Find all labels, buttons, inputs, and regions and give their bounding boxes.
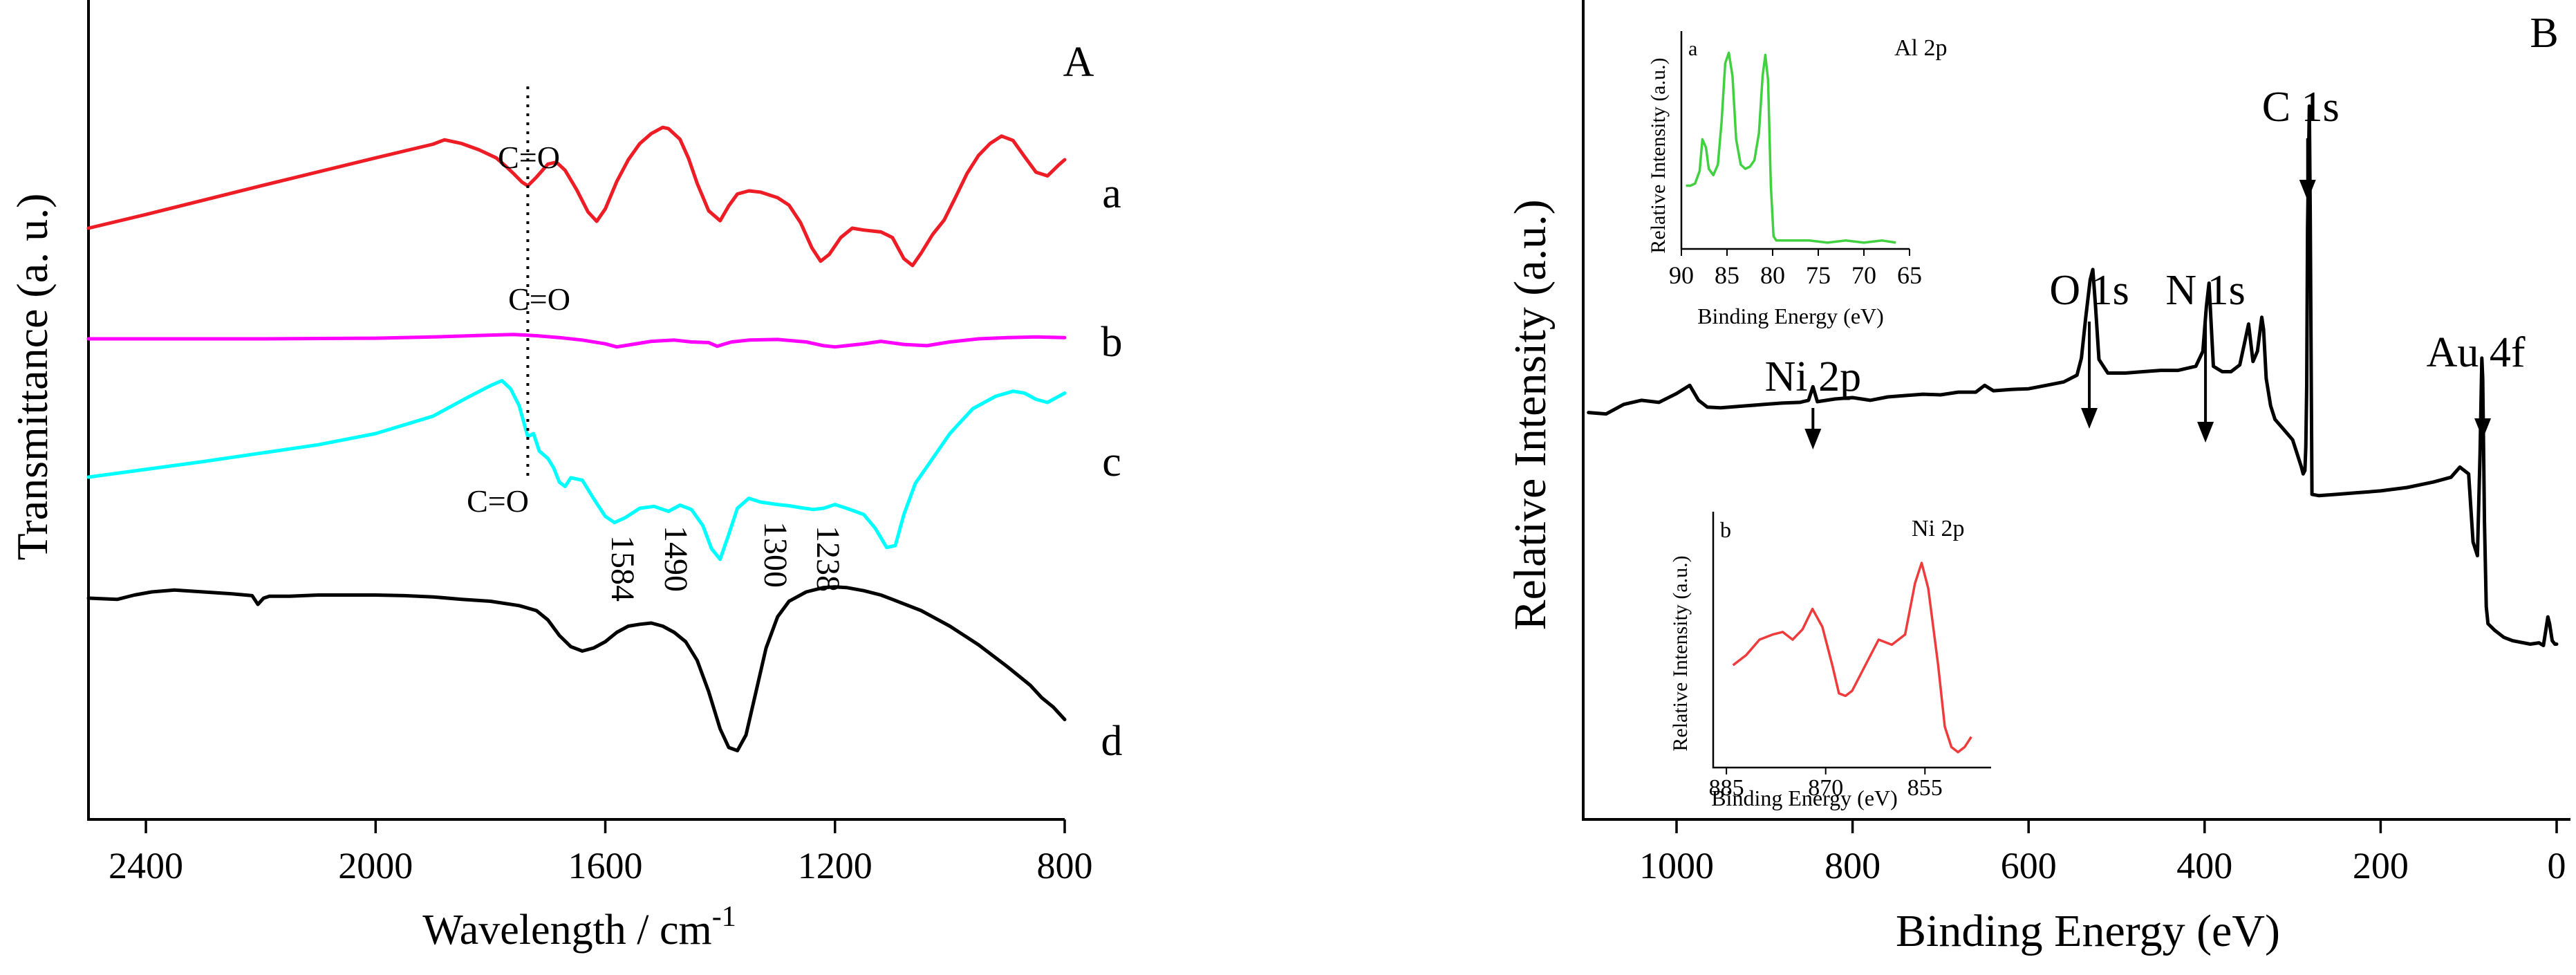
- inset-ni-2p: 885 870 855 b Ni 2p Binding Energy (eV) Re…: [1669, 512, 1991, 810]
- series-label-d: d: [1101, 718, 1123, 765]
- x-tick-label-b-200: 200: [2353, 845, 2409, 886]
- inset-a-label: a: [1688, 37, 1697, 60]
- ftir-curve-d: [86, 585, 1067, 752]
- series-label-b: b: [1101, 319, 1123, 366]
- panel-a: 2400 2000 1600 1200 800 A Wavelength / cm-1 …: [8, 0, 1123, 954]
- peak-arrowhead-c-1s: [2299, 180, 2316, 201]
- x-tick-label-a-800: 800: [1037, 845, 1093, 886]
- x-tick-label-a-2400: 2400: [109, 845, 183, 886]
- inset-b-tick-label-885: 885: [1709, 775, 1744, 801]
- inset-al-2p: 90 85 80 75 70 65 a Al 2p Binding Energy (eV)…: [1647, 31, 1948, 328]
- panel-a-label: A: [1063, 39, 1094, 86]
- inset-a-axes: [1680, 31, 1910, 250]
- x-tick-label-a-1600: 1600: [568, 845, 643, 886]
- inset-a-tick-label-85: 85: [1715, 261, 1739, 289]
- inset-a-title: Al 2p: [1894, 35, 1948, 61]
- x-tick-label-b-800: 800: [1824, 845, 1880, 886]
- inset-b-tick-label-870: 870: [1808, 775, 1843, 801]
- series-label-a: a: [1102, 170, 1121, 217]
- ftir-curve-c: [86, 379, 1067, 561]
- panel-a-xlabel: Wavelength / cm-1: [422, 901, 736, 954]
- annotation-1490: 1490: [657, 526, 694, 592]
- inset-a-ylabel: Relative Intensity (a.u.): [1647, 57, 1670, 253]
- inset-b-title: Ni 2p: [1912, 516, 1965, 541]
- x-tick-label-b-1000: 1000: [1639, 845, 1714, 886]
- annotation-1584: 1584: [604, 535, 641, 602]
- inset-b-tick-label-855: 855: [1907, 775, 1943, 801]
- annotation-co-a: C=O: [498, 140, 560, 175]
- x-tick-label-a-1200: 1200: [798, 845, 872, 886]
- x-tick-label-b-600: 600: [2001, 845, 2057, 886]
- peak-label-n-1s: N 1s: [2165, 267, 2245, 314]
- annotation-1238: 1238: [810, 526, 846, 592]
- inset-a-tick-label-70: 70: [1851, 261, 1876, 289]
- inset-b-axes: [1712, 512, 1991, 769]
- peak-label-c-1s: C 1s: [2262, 84, 2340, 131]
- inset-b-label: b: [1720, 517, 1731, 542]
- peak-arrowhead-o-1s: [2081, 408, 2098, 429]
- series-label-c: c: [1102, 438, 1121, 485]
- x-tick-label-b-400: 400: [2176, 845, 2232, 886]
- inset-b-ylabel: Relative Intensity (a.u.): [1669, 555, 1692, 751]
- x-tick-label-a-2000: 2000: [338, 845, 413, 886]
- annotation-1300: 1300: [757, 521, 794, 588]
- panel-b-ylabel: Relative Intensity (a.u.): [1505, 199, 1556, 630]
- peak-arrowhead-ni-2p: [1804, 429, 1822, 449]
- x-tick-label-b-0: 0: [2548, 845, 2566, 886]
- inset-a-tick-label-65: 65: [1897, 261, 1922, 289]
- inset-a-xlabel: Binding Energy (eV): [1697, 304, 1884, 328]
- inset-b-xlabel: Binding Energy (eV): [1711, 786, 1898, 810]
- panel-b-xlabel: Binding Energy (eV): [1896, 906, 2280, 956]
- panel-a-ylabel: Transmittance (a. u.): [8, 194, 57, 561]
- inset-a-tick-label-75: 75: [1806, 261, 1831, 289]
- inset-a-tick-label-80: 80: [1760, 261, 1785, 289]
- peak-arrowhead-au-4f: [2474, 418, 2492, 439]
- xps-survey-curve: [1587, 104, 2559, 647]
- panel-b-label: B: [2530, 10, 2558, 57]
- inset-b-curve: [1732, 561, 1972, 754]
- inset-a-curve: [1686, 51, 1896, 244]
- ftir-curve-b: [86, 333, 1067, 349]
- peak-label-o-1s: O 1s: [2049, 267, 2129, 314]
- peak-label-au-4f: Au 4f: [2427, 329, 2526, 376]
- panel-b-axes: [1582, 0, 2570, 821]
- peak-arrowhead-n-1s: [2197, 422, 2214, 443]
- peak-label-ni-2p: Ni 2p: [1765, 353, 1862, 400]
- annotation-co-b: C=O: [508, 281, 570, 317]
- annotation-co-c: C=O: [467, 483, 529, 519]
- inset-a-tick-label-90: 90: [1669, 261, 1694, 289]
- ftir-curve-a: [86, 125, 1067, 268]
- panel-a-axes: [87, 0, 1065, 821]
- panel-b: 1000 800 600 400 200 0 Ni 2p O 1s N 1s C 1s Au 4f…: [1505, 0, 2570, 956]
